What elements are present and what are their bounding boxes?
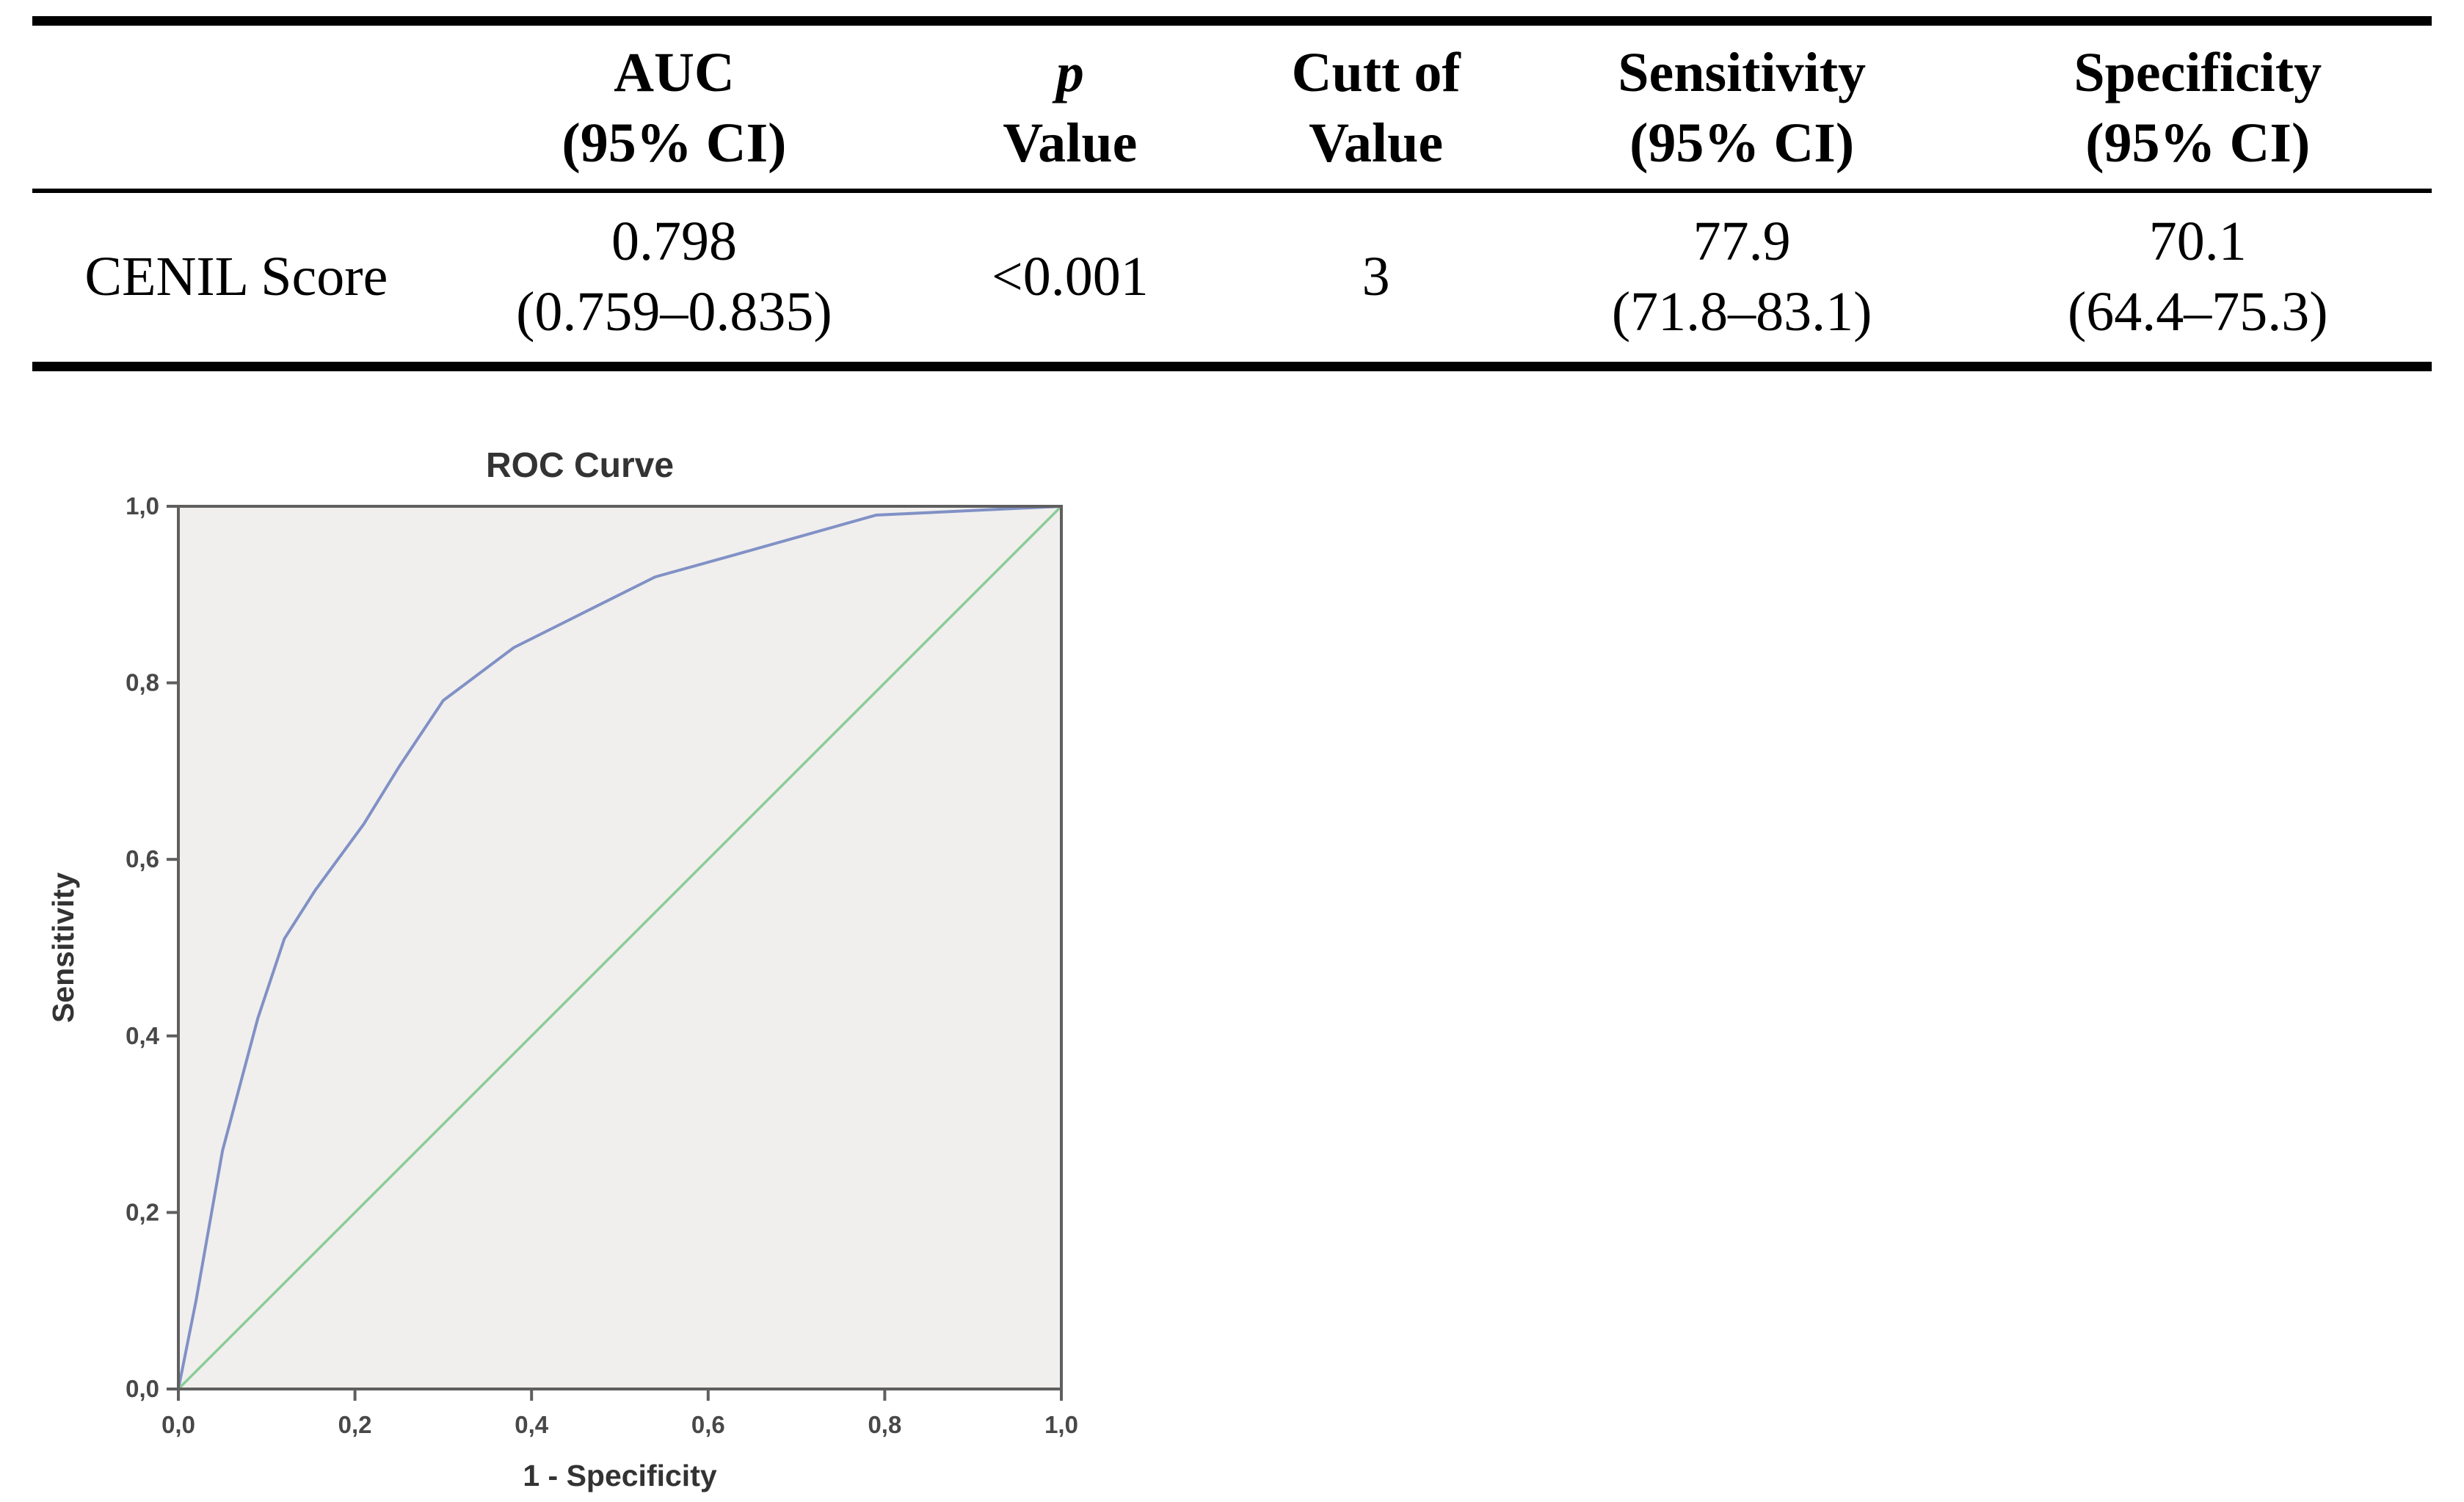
cell-auc: 0.798 (0.759–0.835): [440, 191, 908, 362]
specificity-value: 70.1: [2148, 211, 2247, 272]
reference-diagonal-line: [177, 505, 1063, 1390]
y-tick-label: 1,0: [126, 492, 159, 519]
header-auc-line1: AUC: [614, 42, 735, 103]
roc-table: AUC (95% CI) p Value Cutt of Value Sensi…: [32, 26, 2432, 362]
x-tick-label: 0,0: [161, 1411, 195, 1438]
sensitivity-value: 77.9: [1693, 211, 1791, 272]
table-row: CENIL Score 0.798 (0.759–0.835) <0.001 3…: [32, 191, 2432, 362]
auc-value: 0.798: [611, 211, 737, 272]
x-tick-label: 0,2: [338, 1411, 372, 1438]
header-p-value: p Value: [908, 26, 1232, 193]
x-tick-label: 1,0: [1044, 1411, 1078, 1438]
header-cutoff: Cutt of Value: [1232, 26, 1520, 193]
header-cutoff-line2: Value: [1309, 112, 1444, 174]
header-sensitivity: Sensitivity (95% CI): [1519, 26, 1964, 193]
cell-specificity: 70.1 (64.4–75.3): [1964, 191, 2432, 362]
specificity-ci: (64.4–75.3): [2067, 281, 2328, 343]
header-p-line1: p: [1055, 42, 1084, 103]
y-axis-label: Sensitivity: [46, 872, 80, 1023]
plot-frame: [177, 505, 1063, 1390]
roc-results-table: AUC (95% CI) p Value Cutt of Value Sensi…: [32, 16, 2432, 371]
y-tick-label: 0,0: [126, 1375, 159, 1402]
cell-cutoff: 3: [1362, 246, 1390, 307]
y-tick-label: 0,4: [126, 1022, 160, 1049]
y-tick-label: 0,8: [126, 669, 159, 696]
roc-curve-line: [177, 505, 1063, 1390]
x-tick-label: 0,6: [691, 1411, 725, 1438]
table-header-row: AUC (95% CI) p Value Cutt of Value Sensi…: [32, 26, 2432, 193]
header-p-line2: Value: [1003, 112, 1138, 174]
y-tick-label: 0,6: [126, 845, 159, 872]
cell-row-label: CENIL Score: [84, 246, 388, 307]
roc-chart: 0,0 0,2 0,4 0,6 0,8 1,0 0,0 0,2 0,4 0,6 0,8 1,0 ROC …: [46, 446, 1078, 1492]
x-tick-label: 0,8: [868, 1411, 901, 1438]
cell-sensitivity: 77.9 (71.8–83.1): [1520, 191, 1964, 362]
auc-ci: (0.759–0.835): [516, 281, 832, 343]
header-sensitivity-line2: (95% CI): [1629, 112, 1855, 174]
header-cutoff-line1: Cutt of: [1291, 42, 1461, 103]
cell-p-value: <0.001: [991, 246, 1149, 307]
header-specificity-line1: Specificity: [2074, 42, 2322, 103]
y-tick-label: 0,2: [126, 1198, 159, 1225]
header-specificity: Specificity (95% CI): [1963, 26, 2432, 193]
header-auc-line2: (95% CI): [562, 112, 787, 174]
chart-title: ROC Curve: [486, 446, 674, 485]
x-tick-label: 0,4: [515, 1411, 549, 1438]
header-auc: AUC (95% CI): [440, 26, 909, 193]
header-rowlabel: [32, 26, 440, 193]
header-sensitivity-line1: Sensitivity: [1618, 42, 1867, 103]
x-axis-label: 1 - Specificity: [523, 1459, 717, 1492]
header-specificity-line2: (95% CI): [2085, 112, 2311, 174]
sensitivity-ci: (71.8–83.1): [1611, 281, 1872, 343]
